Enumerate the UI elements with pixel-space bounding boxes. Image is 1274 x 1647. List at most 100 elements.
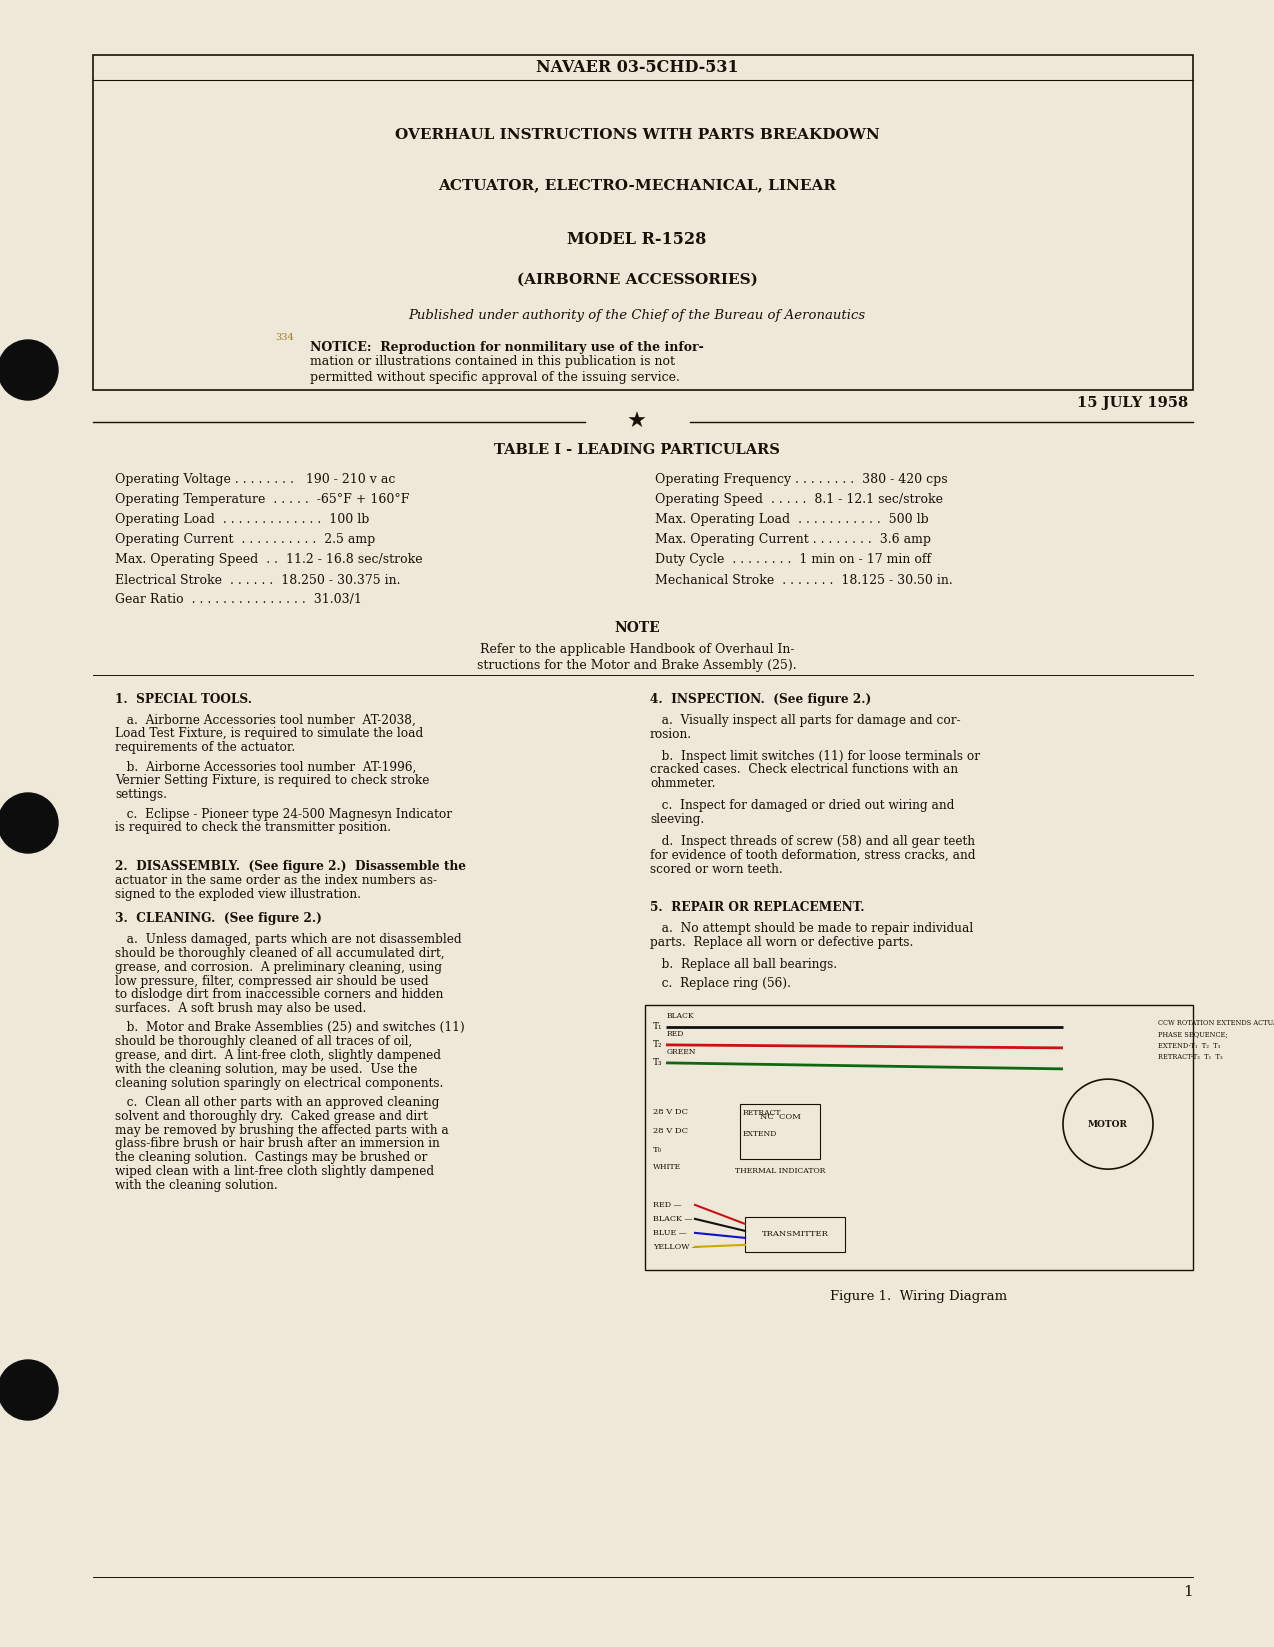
Text: 3.  CLEANING.  (See figure 2.): 3. CLEANING. (See figure 2.) [115, 912, 322, 926]
Text: 2.  DISASSEMBLY.  (See figure 2.)  Disassemble the: 2. DISASSEMBLY. (See figure 2.) Disassem… [115, 860, 466, 873]
Text: Vernier Setting Fixture, is required to check stroke: Vernier Setting Fixture, is required to … [115, 774, 429, 787]
Text: 5.  REPAIR OR REPLACEMENT.: 5. REPAIR OR REPLACEMENT. [650, 901, 865, 914]
Text: grease, and dirt.  A lint-free cloth, slightly dampened: grease, and dirt. A lint-free cloth, sli… [115, 1049, 441, 1062]
Text: 28 V DC: 28 V DC [654, 1108, 688, 1115]
Text: Operating Speed  . . . . .  8.1 - 12.1 sec/stroke: Operating Speed . . . . . 8.1 - 12.1 sec… [655, 494, 943, 507]
Text: requirements of the actuator.: requirements of the actuator. [115, 741, 296, 754]
Text: OVERHAUL INSTRUCTIONS WITH PARTS BREAKDOWN: OVERHAUL INSTRUCTIONS WITH PARTS BREAKDO… [395, 128, 879, 142]
Text: RETRACT: RETRACT [743, 1110, 781, 1117]
Text: 1: 1 [1184, 1584, 1192, 1599]
Text: THERMAL INDICATOR: THERMAL INDICATOR [735, 1166, 826, 1174]
Text: T₂: T₂ [654, 1041, 662, 1049]
Text: PHASE SEQUENCE;: PHASE SEQUENCE; [1158, 1031, 1228, 1039]
Bar [740, 1103, 820, 1158]
Text: Figure 1.  Wiring Diagram: Figure 1. Wiring Diagram [831, 1290, 1008, 1303]
Text: NOTE: NOTE [614, 621, 660, 636]
Text: the cleaning solution.  Castings may be brushed or: the cleaning solution. Castings may be b… [115, 1151, 427, 1164]
Text: to dislodge dirt from inaccessible corners and hidden: to dislodge dirt from inaccessible corne… [115, 988, 443, 1001]
Circle shape [0, 339, 59, 400]
Text: Max. Operating Current . . . . . . . .  3.6 amp: Max. Operating Current . . . . . . . . 3… [655, 534, 931, 547]
Text: cracked cases.  Check electrical functions with an: cracked cases. Check electrical function… [650, 763, 958, 776]
Text: 1.  SPECIAL TOOLS.: 1. SPECIAL TOOLS. [115, 693, 252, 707]
Text: may be removed by brushing the affected parts with a: may be removed by brushing the affected … [115, 1123, 448, 1136]
Bar [745, 1217, 845, 1252]
Text: surfaces.  A soft brush may also be used.: surfaces. A soft brush may also be used. [115, 1001, 367, 1015]
Text: T₃: T₃ [654, 1059, 662, 1067]
Text: WHITE: WHITE [654, 1163, 682, 1171]
Circle shape [0, 1360, 59, 1420]
Text: Operating Voltage . . . . . . . .   190 - 210 v ac: Operating Voltage . . . . . . . . 190 - … [115, 473, 395, 486]
Text: YELLOW —: YELLOW — [654, 1243, 699, 1250]
Text: BLACK —: BLACK — [654, 1215, 693, 1222]
Text: 334: 334 [275, 333, 294, 341]
Circle shape [0, 792, 59, 853]
Text: with the cleaning solution, may be used.  Use the: with the cleaning solution, may be used.… [115, 1062, 418, 1075]
Text: RED: RED [668, 1029, 684, 1038]
Text: 4.  INSPECTION.  (See figure 2.): 4. INSPECTION. (See figure 2.) [650, 693, 871, 707]
Text: MOTOR: MOTOR [1088, 1120, 1127, 1128]
Text: cleaning solution sparingly on electrical components.: cleaning solution sparingly on electrica… [115, 1077, 443, 1090]
Text: Max. Operating Speed  . .  11.2 - 16.8 sec/stroke: Max. Operating Speed . . 11.2 - 16.8 sec… [115, 553, 423, 567]
Text: Published under authority of the Chief of the Bureau of Aeronautics: Published under authority of the Chief o… [409, 308, 865, 321]
Text: c.  Eclipse - Pioneer type 24-500 Magnesyn Indicator: c. Eclipse - Pioneer type 24-500 Magnesy… [115, 807, 452, 820]
Text: wiped clean with a lint-free cloth slightly dampened: wiped clean with a lint-free cloth sligh… [115, 1164, 434, 1178]
Text: rosion.: rosion. [650, 728, 692, 741]
Text: sleeving.: sleeving. [650, 814, 705, 827]
Text: c.  Inspect for damaged or dried out wiring and: c. Inspect for damaged or dried out wiri… [650, 799, 954, 812]
Text: structions for the Motor and Brake Assembly (25).: structions for the Motor and Brake Assem… [478, 659, 796, 672]
Text: Load Test Fixture, is required to simulate the load: Load Test Fixture, is required to simula… [115, 728, 423, 741]
Text: 15 JULY 1958: 15 JULY 1958 [1077, 395, 1187, 410]
Text: should be thoroughly cleaned of all traces of oil,: should be thoroughly cleaned of all trac… [115, 1036, 413, 1047]
Text: for evidence of tooth deformation, stress cracks, and: for evidence of tooth deformation, stres… [650, 848, 976, 861]
Text: solvent and thoroughly dry.  Caked grease and dirt: solvent and thoroughly dry. Caked grease… [115, 1110, 428, 1123]
Text: (AIRBORNE ACCESSORIES): (AIRBORNE ACCESSORIES) [516, 273, 758, 287]
Text: b.  Replace all ball bearings.: b. Replace all ball bearings. [650, 959, 837, 972]
Text: Mechanical Stroke  . . . . . . .  18.125 - 30.50 in.: Mechanical Stroke . . . . . . . 18.125 -… [655, 573, 953, 586]
Text: b.  Motor and Brake Assemblies (25) and switches (11): b. Motor and Brake Assemblies (25) and s… [115, 1021, 465, 1034]
Text: TABLE I - LEADING PARTICULARS: TABLE I - LEADING PARTICULARS [494, 443, 780, 456]
Text: EXTEND-T₁  T₂  T₃: EXTEND-T₁ T₂ T₃ [1158, 1043, 1220, 1049]
Text: c.  Clean all other parts with an approved cleaning: c. Clean all other parts with an approve… [115, 1095, 440, 1108]
Text: with the cleaning solution.: with the cleaning solution. [115, 1179, 278, 1192]
Text: NOTICE:  Reproduction for nonmilitary use of the infor-: NOTICE: Reproduction for nonmilitary use… [310, 341, 703, 354]
Text: Operating Load  . . . . . . . . . . . . .  100 lb: Operating Load . . . . . . . . . . . . .… [115, 514, 369, 527]
Text: low pressure, filter, compressed air should be used: low pressure, filter, compressed air sho… [115, 975, 428, 988]
Text: Gear Ratio  . . . . . . . . . . . . . . .  31.03/1: Gear Ratio . . . . . . . . . . . . . . .… [115, 593, 362, 606]
Text: b.  Airborne Accessories tool number  AT-1996,: b. Airborne Accessories tool number AT-1… [115, 761, 417, 774]
Text: ACTUATOR, ELECTRO-MECHANICAL, LINEAR: ACTUATOR, ELECTRO-MECHANICAL, LINEAR [438, 178, 836, 193]
Text: is required to check the transmitter position.: is required to check the transmitter pos… [115, 822, 391, 835]
Text: GREEN: GREEN [668, 1047, 697, 1056]
Text: EXTEND: EXTEND [743, 1130, 777, 1138]
Text: grease, and corrosion.  A preliminary cleaning, using: grease, and corrosion. A preliminary cle… [115, 960, 442, 973]
Text: TRANSMITTER: TRANSMITTER [762, 1230, 828, 1239]
Text: parts.  Replace all worn or defective parts.: parts. Replace all worn or defective par… [650, 935, 913, 949]
Text: mation or illustrations contained in this publication is not: mation or illustrations contained in thi… [310, 356, 675, 369]
Text: Max. Operating Load  . . . . . . . . . . .  500 lb: Max. Operating Load . . . . . . . . . . … [655, 514, 929, 527]
Text: T₁: T₁ [654, 1023, 662, 1031]
Text: Electrical Stroke  . . . . . .  18.250 - 30.375 in.: Electrical Stroke . . . . . . 18.250 - 3… [115, 573, 400, 586]
Text: c.  Replace ring (56).: c. Replace ring (56). [650, 977, 791, 990]
Text: b.  Inspect limit switches (11) for loose terminals or: b. Inspect limit switches (11) for loose… [650, 749, 980, 763]
Text: Duty Cycle  . . . . . . . .  1 min on - 17 min off: Duty Cycle . . . . . . . . 1 min on - 17… [655, 553, 931, 567]
Bar [93, 54, 1192, 390]
Text: glass-fibre brush or hair brush after an immersion in: glass-fibre brush or hair brush after an… [115, 1138, 440, 1150]
Text: BLUE —: BLUE — [654, 1229, 687, 1237]
Text: Operating Current  . . . . . . . . . .  2.5 amp: Operating Current . . . . . . . . . . 2.… [115, 534, 376, 547]
Text: Operating Frequency . . . . . . . .  380 - 420 cps: Operating Frequency . . . . . . . . 380 … [655, 473, 948, 486]
Text: a.  Visually inspect all parts for damage and cor-: a. Visually inspect all parts for damage… [650, 713, 961, 726]
Text: a.  Airborne Accessories tool number  AT-2038,: a. Airborne Accessories tool number AT-2… [115, 713, 415, 726]
Text: 28 V DC: 28 V DC [654, 1127, 688, 1135]
Text: RED —: RED — [654, 1201, 682, 1209]
Text: ★: ★ [627, 412, 647, 432]
Text: a.  Unless damaged, parts which are not disassembled: a. Unless damaged, parts which are not d… [115, 934, 461, 945]
Text: Operating Temperature  . . . . .  -65°F + 160°F: Operating Temperature . . . . . -65°F + … [115, 494, 409, 507]
Text: T₀: T₀ [654, 1146, 662, 1155]
Text: settings.: settings. [115, 789, 167, 800]
Text: BLACK: BLACK [668, 1011, 694, 1019]
Text: CCW ROTATION EXTENDS ACTUATOR: CCW ROTATION EXTENDS ACTUATOR [1158, 1019, 1274, 1026]
Text: MODEL R-1528: MODEL R-1528 [567, 232, 707, 249]
Text: actuator in the same order as the index numbers as-: actuator in the same order as the index … [115, 875, 437, 886]
Text: permitted without specific approval of the issuing service.: permitted without specific approval of t… [310, 371, 680, 384]
Text: signed to the exploded view illustration.: signed to the exploded view illustration… [115, 888, 361, 901]
Text: Refer to the applicable Handbook of Overhaul In-: Refer to the applicable Handbook of Over… [480, 644, 794, 657]
